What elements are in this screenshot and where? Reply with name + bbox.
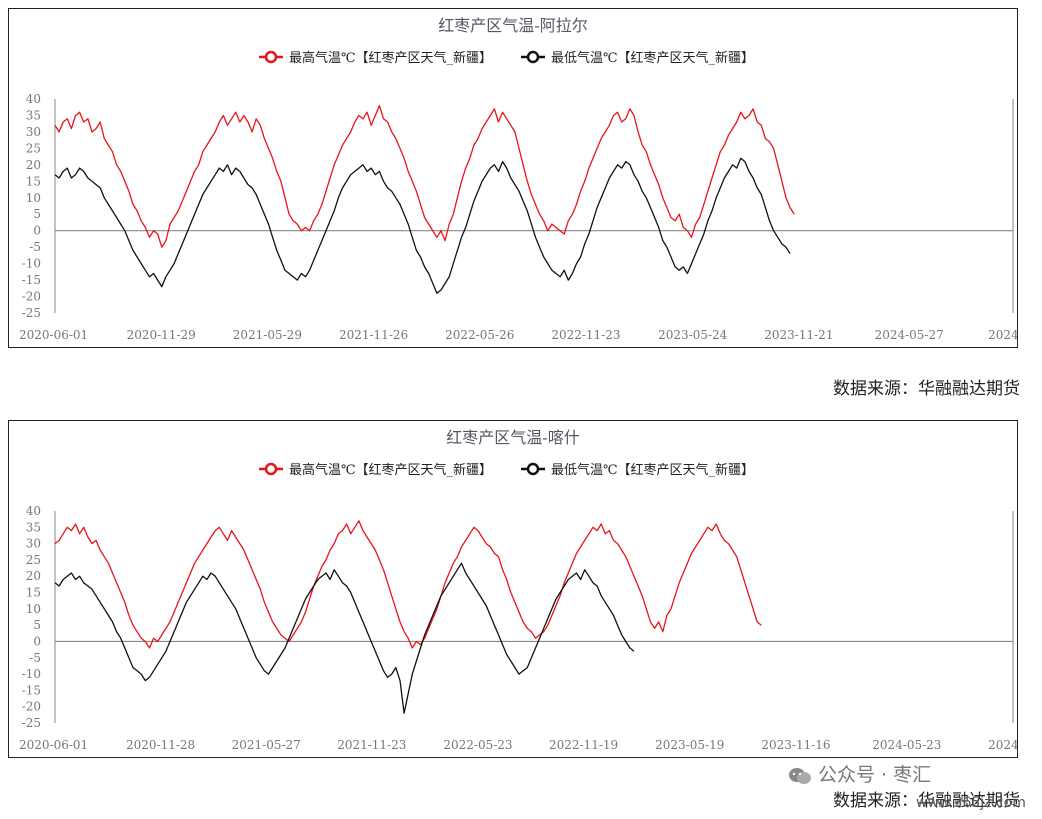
x-tick-label: 2022-05-23 [443, 738, 512, 752]
y-tick-label: -20 [22, 700, 41, 714]
x-tick-label: 2021-11-23 [337, 738, 406, 752]
x-tick-label: 2023-05-19 [655, 738, 724, 752]
legend-marker [264, 462, 278, 476]
y-tick-label: 10 [26, 602, 41, 616]
legend-label: 最低气温℃【红枣产区天气_新疆】 [551, 50, 754, 66]
y-tick-label: -20 [22, 290, 41, 304]
x-tick-label: 2024-05-23 [872, 738, 941, 752]
y-tick-label: 15 [26, 174, 41, 188]
data-source-label: 数据来源：华融融达期货 [833, 379, 1020, 399]
chart-title: 红枣产区气温-喀什 [446, 428, 579, 447]
legend-marker [526, 462, 540, 476]
y-tick-label: 0 [33, 224, 41, 238]
chart-panel-kashgar: 红枣产区气温-喀什最高气温℃【红枣产区天气_新疆】 最低气温℃【红枣产区天气_新疆… [8, 420, 1018, 758]
legend-item: 最高气温℃【红枣产区天气_新疆】 [259, 50, 492, 66]
y-tick-label: -25 [22, 716, 41, 730]
y-tick-label: 5 [33, 207, 41, 221]
y-tick-label: 25 [26, 553, 41, 567]
x-tick-label: 2022-11-23 [551, 328, 620, 342]
y-tick-label: 40 [26, 92, 41, 106]
x-tick-label: 2020-06-01 [19, 328, 88, 342]
x-tick-label: 2021-05-27 [232, 738, 301, 752]
x-tick-label: 2022-11-19 [549, 738, 618, 752]
y-tick-label: 5 [33, 618, 41, 632]
x-tick-label: 2024-11 [988, 738, 1017, 752]
y-tick-label: 10 [26, 191, 41, 205]
legend-marker [526, 50, 540, 64]
y-tick-label: -5 [29, 240, 41, 254]
x-tick-label: 2021-11-26 [339, 328, 408, 342]
x-tick-label: 2024-05-27 [875, 328, 944, 342]
y-tick-label: -25 [22, 306, 41, 320]
watermark-channel: 公众号 · 枣汇 [788, 760, 931, 787]
y-tick-label: 20 [26, 569, 41, 583]
y-tick-label: -15 [22, 273, 41, 287]
y-tick-label: -15 [22, 683, 41, 697]
y-tick-label: 15 [26, 586, 41, 600]
wechat-icon [788, 766, 812, 786]
x-tick-label: 2022-05-26 [445, 328, 514, 342]
x-tick-label: 2023-11-16 [761, 738, 830, 752]
legend-item: 最低气温℃【红枣产区天气_新疆】 [521, 50, 754, 66]
legend-item: 最高气温℃【红枣产区天气_新疆】 [259, 462, 492, 478]
legend-label: 最高气温℃【红枣产区天气_新疆】 [289, 462, 492, 478]
y-tick-label: -5 [29, 651, 41, 665]
data-source-label-2: 数据来源：华融融达期货 [833, 791, 1020, 811]
y-tick-label: 20 [26, 158, 41, 172]
legend-marker [264, 50, 278, 64]
y-tick-label: 25 [26, 141, 41, 155]
series-line-max-temp [54, 104, 795, 248]
y-tick-label: 30 [26, 125, 41, 139]
y-tick-label: 30 [26, 537, 41, 551]
x-tick-label: 2021-05-29 [233, 328, 302, 342]
x-tick-label: 2024-11 [988, 328, 1017, 342]
y-tick-label: 35 [26, 520, 41, 534]
chart-panel-aral: 红枣产区气温-阿拉尔最高气温℃【红枣产区天气_新疆】 最低气温℃【红枣产区天气_新… [8, 8, 1018, 348]
y-tick-label: -10 [22, 257, 41, 271]
series-line-max-temp [54, 520, 762, 649]
x-tick-label: 2023-05-24 [658, 328, 728, 342]
y-tick-label: 0 [33, 634, 41, 648]
chart-title: 红枣产区气温-阿拉尔 [438, 16, 587, 35]
x-tick-label: 2020-06-01 [19, 738, 88, 752]
watermark-channel-text: 公众号 · 枣汇 [818, 764, 932, 786]
legend-item: 最低气温℃【红枣产区天气_新疆】 [521, 462, 754, 478]
x-tick-label: 2020-11-29 [127, 328, 196, 342]
x-tick-label: 2020-11-28 [126, 738, 195, 752]
y-tick-label: 40 [26, 504, 41, 518]
series-line-min-temp [54, 562, 635, 714]
legend-label: 最低气温℃【红枣产区天气_新疆】 [551, 462, 754, 478]
legend-label: 最高气温℃【红枣产区天气_新疆】 [289, 50, 492, 66]
x-tick-label: 2023-11-21 [764, 328, 833, 342]
watermark-site: www.365jz.com [916, 795, 1026, 811]
y-tick-label: -10 [22, 667, 41, 681]
y-tick-label: 35 [26, 108, 41, 122]
series-line-min-temp [54, 157, 791, 294]
